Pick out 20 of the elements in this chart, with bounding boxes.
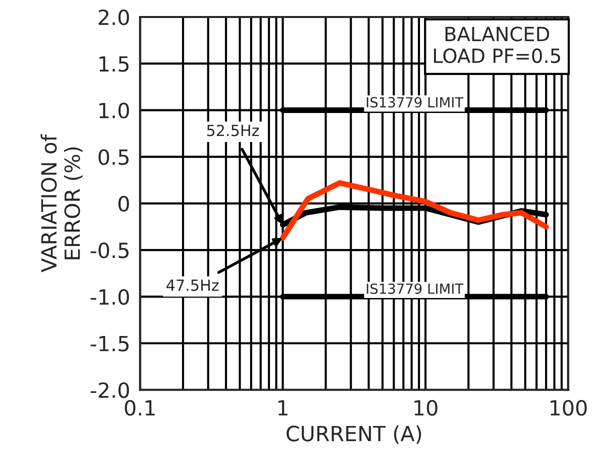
y-tick-label: -0.5 bbox=[90, 242, 129, 258]
series-label: IS13779 LIMIT bbox=[366, 97, 464, 108]
y-tick-label: 2.0 bbox=[98, 9, 129, 26]
annotation: 52.5Hz bbox=[207, 124, 259, 136]
x-tick-label: 0.1 bbox=[124, 400, 155, 416]
y-tick-label: -1.0 bbox=[90, 289, 129, 305]
y-axis-title: VARIATION of ERROR (%) bbox=[40, 134, 83, 272]
x-axis-title: CURRENT (A) bbox=[286, 425, 422, 444]
x-tick-label: 1 bbox=[278, 400, 288, 416]
annotation: 47.5Hz bbox=[166, 280, 219, 291]
y-tick-label: 0.5 bbox=[98, 149, 129, 166]
y-tick-label: 0 bbox=[118, 196, 129, 212]
series-label: IS13779 LIMIT bbox=[366, 283, 464, 294]
x-tick-label: 10 bbox=[414, 400, 438, 416]
x-tick-label: 100 bbox=[550, 400, 587, 416]
annotation: BALANCED LOAD PF=0.5 bbox=[434, 26, 560, 64]
y-tick-label: -2.0 bbox=[90, 382, 129, 398]
y-tick-label: 1.0 bbox=[100, 102, 129, 118]
y-tick-label: 1.5 bbox=[100, 56, 129, 72]
y-tick-label: -1.5 bbox=[90, 336, 129, 352]
